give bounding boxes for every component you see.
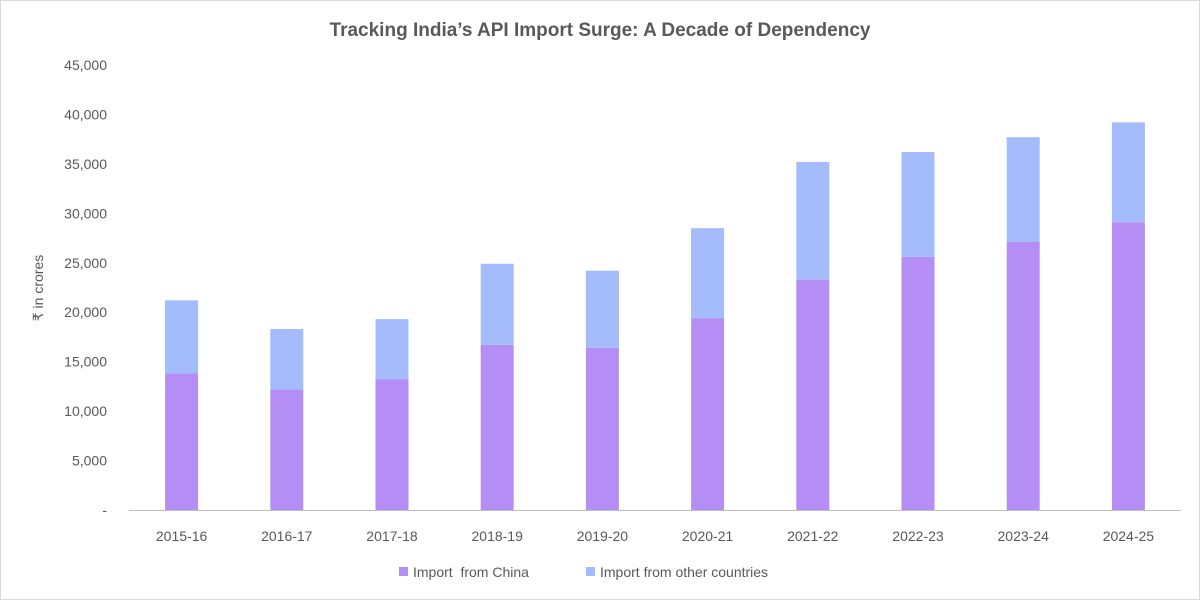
bar-china-2021-22 — [796, 279, 830, 510]
bar-other-2017-18 — [375, 319, 409, 380]
bar-other-2023-24 — [1006, 137, 1040, 243]
y-tick-label: 45,000 — [64, 57, 107, 73]
bar-china-2019-20 — [585, 347, 619, 510]
y-tick-label: 30,000 — [64, 205, 107, 221]
bar-china-2018-19 — [480, 344, 514, 510]
bar-other-2019-20 — [585, 270, 619, 348]
x-tick-label: 2017-18 — [366, 528, 418, 544]
bar-other-2015-16 — [165, 300, 199, 374]
x-tick-label: 2016-17 — [261, 528, 313, 544]
bar-other-2024-25 — [1111, 122, 1145, 223]
y-tick-label: 5,000 — [72, 453, 107, 469]
y-tick-label: 25,000 — [64, 255, 107, 271]
bar-china-2016-17 — [270, 389, 304, 510]
legend: Import from China Import from other count… — [399, 564, 768, 580]
x-tick-label: 2021-22 — [787, 528, 839, 544]
bar-other-2020-21 — [691, 228, 725, 319]
legend-label: Import from other countries — [600, 564, 768, 580]
legend-label: Import from China — [413, 564, 529, 580]
y-axis-label: ₹ in crores — [30, 255, 46, 321]
y-axis-ticks: - 5,000 10,000 15,000 20,000 25,000 30,000 35,0… — [64, 57, 107, 518]
bar-china-2022-23 — [901, 256, 935, 510]
x-tick-label: 2020-21 — [682, 528, 734, 544]
x-tick-label: 2022-23 — [892, 528, 944, 544]
bar-china-2015-16 — [165, 373, 199, 510]
x-tick-label: 2018-19 — [472, 528, 524, 544]
y-tick-label: 10,000 — [64, 403, 107, 419]
chart-title: Tracking India’s API Import Surge: A Dec… — [330, 20, 871, 41]
y-tick-label: 20,000 — [64, 304, 107, 320]
bars-group — [165, 122, 1145, 510]
legend-swatch — [586, 567, 595, 576]
bar-other-2022-23 — [901, 152, 935, 257]
y-tick-label: 35,000 — [64, 156, 107, 172]
bar-china-2020-21 — [691, 318, 725, 510]
bar-other-2016-17 — [270, 329, 304, 390]
bar-china-2023-24 — [1006, 242, 1040, 510]
y-tick-label: 40,000 — [64, 106, 107, 122]
x-tick-label: 2015-16 — [156, 528, 208, 544]
legend-swatch — [399, 567, 408, 576]
x-tick-label: 2024-25 — [1103, 528, 1155, 544]
y-tick-label: 15,000 — [64, 354, 107, 370]
x-axis-ticks: 2015-16 2016-17 2017-18 2018-19 2019-20 2020-… — [156, 528, 1154, 544]
x-tick-label: 2023-24 — [998, 528, 1050, 544]
bar-china-2024-25 — [1111, 222, 1145, 510]
bar-other-2021-22 — [796, 161, 830, 280]
bar-china-2017-18 — [375, 379, 409, 510]
y-tick-label: - — [102, 502, 107, 518]
bar-other-2018-19 — [480, 263, 514, 345]
x-tick-label: 2019-20 — [577, 528, 629, 544]
